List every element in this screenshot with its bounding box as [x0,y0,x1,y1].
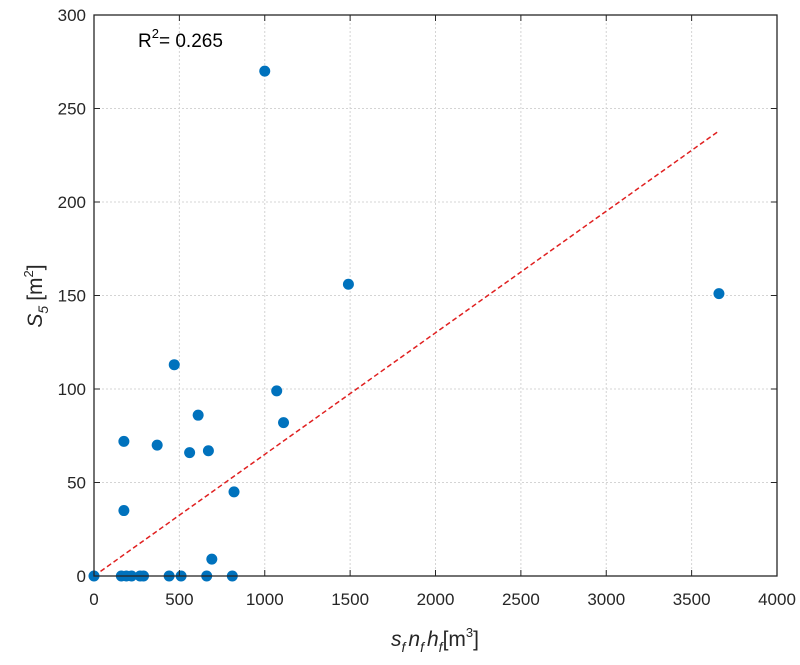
x-tick-label: 1500 [331,590,369,609]
r-squared-annotation: R2= 0.265 [138,26,223,52]
y-tick-label: 0 [77,567,86,586]
data-point [228,486,240,498]
data-point [118,505,130,517]
x-tick-label: 3500 [673,590,711,609]
y-tick-label: 300 [58,6,86,25]
y-tick-label: 150 [58,287,86,306]
x-tick-label: 2000 [417,590,455,609]
y-axis-label: S5[m2] [21,264,51,327]
axis-ticks: 0 500 1000 1500 2000 2500 3000 3500 4000 0 50 100 15… [58,6,796,609]
fit-line [93,130,720,577]
x-tick-label: 1000 [246,590,284,609]
data-point [192,409,204,421]
data-points [88,65,725,582]
data-point [271,385,283,397]
data-point [202,445,214,457]
data-point [259,65,271,77]
data-point [118,435,130,447]
x-tick-label: 4000 [758,590,796,609]
data-point [151,439,163,451]
x-axis-label: sf nf hf[m3] [391,625,479,655]
data-point [168,359,180,371]
y-tick-label: 50 [67,474,86,493]
data-point [184,447,196,459]
x-tick-label: 0 [89,590,98,609]
x-tick-label: 2500 [502,590,540,609]
data-point [342,278,354,290]
data-point [713,288,725,300]
y-tick-label: 200 [58,193,86,212]
x-tick-label: 500 [165,590,193,609]
data-point [278,417,290,429]
fit-line-group [93,130,720,577]
y-tick-label: 250 [58,100,86,119]
x-tick-label: 3000 [587,590,625,609]
data-point [206,553,218,565]
y-tick-label: 100 [58,380,86,399]
grid-lines [94,15,777,576]
